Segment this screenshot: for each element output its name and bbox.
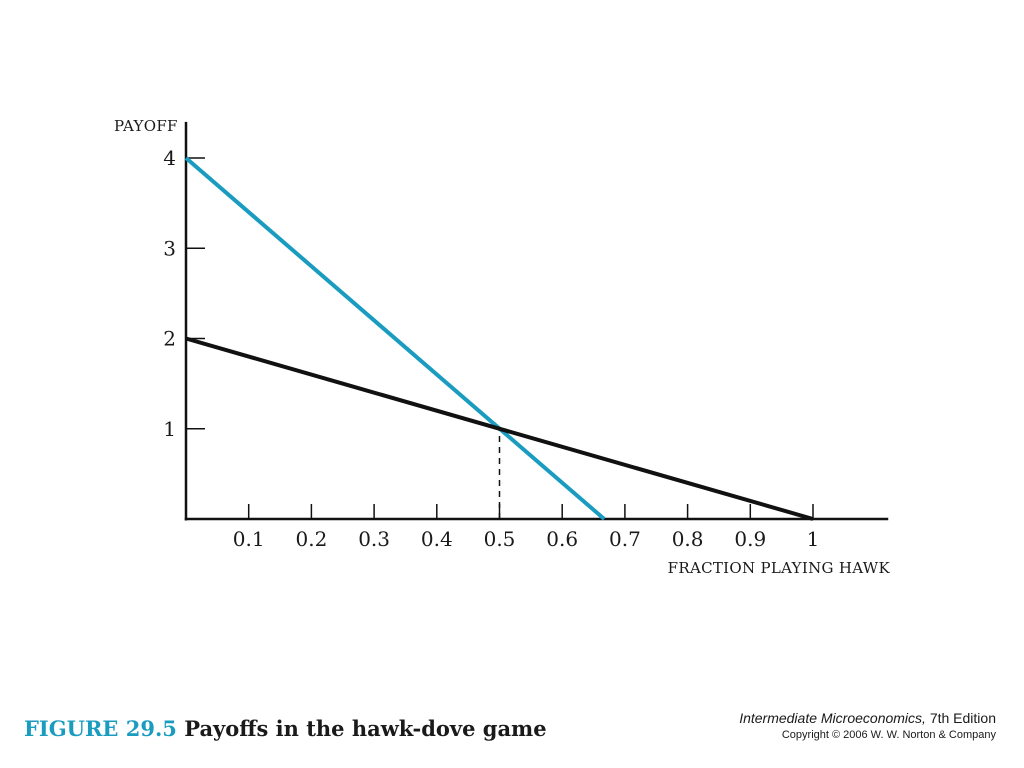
x-axis-title: FRACTION PLAYING HAWK	[668, 559, 891, 577]
dove-payoff-line	[185, 336, 814, 521]
plot-area: 1 2 3 4 0.1 0.2 0.3 0.4 0.5 0.6 0.7 0.8 0.9 1	[163, 121, 889, 551]
y-axis-title: PAYOFF	[114, 117, 178, 135]
x-tick-label: 0.8	[672, 527, 704, 551]
y-tick-label: 4	[163, 146, 176, 170]
figure-number: FIGURE 29.5	[24, 716, 177, 741]
book-edition: 7th Edition	[925, 710, 996, 726]
x-tick-label: 0.4	[421, 527, 453, 551]
y-tick-label: 2	[163, 327, 176, 351]
copyright-notice: Copyright © 2006 W. W. Norton & Company	[781, 729, 996, 741]
x-tick-label: 0.3	[358, 527, 390, 551]
x-tick-label: 1	[807, 527, 820, 551]
x-tick-label: 0.9	[734, 527, 766, 551]
book-title: Intermediate Microeconomics,	[739, 710, 926, 726]
x-tick-label: 0.2	[295, 527, 327, 551]
hawk-payoff-line	[184, 156, 606, 521]
x-tick-label: 0.5	[484, 527, 516, 551]
x-tick-label: 0.7	[609, 527, 641, 551]
figure-title: Payoffs in the hawk-dove game	[184, 716, 547, 741]
book-credit: Intermediate Microeconomics, 7th Edition…	[739, 710, 996, 741]
x-tick-label: 0.6	[546, 527, 578, 551]
y-tick-label: 1	[163, 417, 176, 441]
y-tick-label: 3	[163, 236, 176, 260]
x-tick-label: 0.1	[233, 527, 265, 551]
figure-caption: FIGURE 29.5 Payoffs in the hawk-dove gam…	[24, 716, 547, 741]
